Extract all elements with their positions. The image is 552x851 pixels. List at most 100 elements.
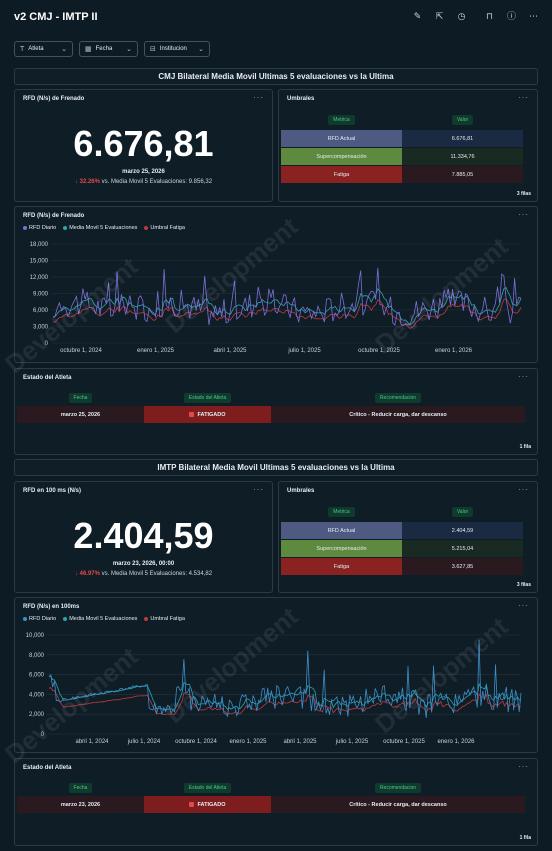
arrow-down-icon: ↓ bbox=[74, 571, 78, 577]
metric-cell: RFD Actual bbox=[281, 130, 402, 147]
big-number-value: 2.404,59 bbox=[73, 515, 214, 556]
info-icon[interactable]: ⓘ bbox=[506, 11, 516, 21]
bookmark-icon[interactable]: ⊓ bbox=[485, 11, 494, 21]
filter-institucion[interactable]: ⊟ Institucion ⌄ bbox=[144, 41, 210, 57]
section-heading-imtp: IMTP Bilateral Media Movil Ultimas 5 eva… bbox=[14, 459, 538, 476]
y-tick-label: 0 bbox=[41, 732, 45, 738]
chart-panel-cmj: RFD (N/s) de Frenado ··· RFD Diario Medi… bbox=[14, 206, 538, 363]
x-tick-label: abril 1, 2025 bbox=[283, 739, 317, 745]
top-actions: ✎ ⇱ ◷ ⊓ ⓘ ⋯ bbox=[411, 10, 540, 23]
column-header[interactable]: Metrica bbox=[328, 506, 355, 517]
big-number-comparison: ↓ 46.97% vs. Media Movil 5 Evaluaciones:… bbox=[15, 571, 272, 577]
edit-pencil-icon[interactable]: ✎ bbox=[413, 11, 422, 21]
filter-fecha[interactable]: ▦ Fecha ⌄ bbox=[79, 41, 138, 57]
line-chart-cmj[interactable]: 18,000 15,000 12,000 9,000 6,000 3,000 0 octubr… bbox=[15, 207, 538, 363]
x-tick-label: octubre 1, 2024 bbox=[60, 348, 102, 354]
column-header[interactable]: Estado del Atleta bbox=[183, 782, 232, 793]
column-header[interactable]: Estado del Atleta bbox=[183, 392, 232, 403]
legend-item[interactable]: RFD Diario bbox=[23, 616, 56, 622]
text-icon: T bbox=[20, 45, 25, 53]
status-cell: FATIGADO bbox=[144, 406, 271, 423]
value-cell: 6.676,81 bbox=[402, 130, 523, 147]
legend-item[interactable]: RFD Diario bbox=[23, 225, 56, 231]
y-tick-label: 6,000 bbox=[33, 308, 49, 314]
panel-menu-icon[interactable]: ··· bbox=[518, 372, 529, 381]
panel-title: RFD (N/s) de Frenado bbox=[23, 96, 85, 102]
value-cell: 5.215,04 bbox=[402, 540, 523, 557]
date-cell: marzo 25, 2026 bbox=[17, 406, 144, 423]
column-header[interactable]: Valor bbox=[451, 506, 474, 517]
column-header[interactable]: Valor bbox=[451, 114, 474, 125]
thresholds-panel-cmj: Umbrales ··· Metrica Valor RFD Actual 6.… bbox=[278, 89, 538, 202]
y-tick-label: 15,000 bbox=[30, 259, 49, 265]
table-header-row: Fecha Estado del Atleta Recomendacion bbox=[17, 390, 525, 405]
history-clock-icon[interactable]: ◷ bbox=[457, 11, 466, 21]
chart-panel-imtp: RFD (N/s) en 100ms ··· RFD Diario Media … bbox=[14, 597, 538, 753]
table-row: Supercompensación 5.215,04 bbox=[281, 540, 523, 557]
panel-menu-icon[interactable]: ··· bbox=[253, 93, 264, 102]
comparison-text: vs. Media Movil 5 Evaluaciones: 4.534,82 bbox=[101, 571, 213, 577]
series-line-rfd-diario bbox=[52, 267, 522, 326]
y-tick-label: 2,000 bbox=[29, 712, 45, 718]
metric-cell: RFD Actual bbox=[281, 522, 402, 539]
metric-cell: Fatiga bbox=[281, 558, 402, 575]
panel-menu-icon[interactable]: ··· bbox=[253, 485, 264, 494]
table-row: marzo 25, 2026 FATIGADO Crítico - Reduci… bbox=[17, 406, 525, 423]
dashboard-title: v2 CMJ - IMTP II bbox=[14, 11, 98, 23]
metric-cell: Supercompensación bbox=[281, 148, 402, 165]
x-tick-label: enero 1, 2025 bbox=[137, 348, 175, 354]
filter-bar: T Atleta ⌄ ▦ Fecha ⌄ ⊟ Institucion ⌄ bbox=[14, 41, 210, 57]
value-cell: 7.885,05 bbox=[402, 166, 523, 183]
x-tick-label: octubre 1, 2025 bbox=[383, 739, 425, 745]
legend-item[interactable]: Umbral Fatiga bbox=[144, 616, 185, 622]
panel-menu-icon[interactable]: ··· bbox=[518, 601, 529, 610]
legend-item[interactable]: Umbral Fatiga bbox=[144, 225, 185, 231]
legend-item[interactable]: Media Movil 5 Evaluaciones bbox=[63, 225, 137, 231]
panel-title: Umbrales bbox=[287, 488, 315, 494]
x-tick-label: enero 1, 2026 bbox=[435, 348, 473, 354]
panel-menu-icon[interactable]: ··· bbox=[518, 93, 529, 102]
x-tick-label: abril 1, 2025 bbox=[213, 348, 247, 354]
filter-label: Atleta bbox=[28, 46, 44, 52]
y-tick-label: 3,000 bbox=[33, 325, 49, 331]
y-tick-label: 9,000 bbox=[33, 292, 49, 298]
bignum-panel-cmj: RFD (N/s) de Frenado ··· 6.676,81 marzo … bbox=[14, 89, 273, 202]
column-header[interactable]: Recomendacion bbox=[374, 392, 422, 403]
table-row: marzo 23, 2026 FATIGADO Crítico - Reduci… bbox=[17, 796, 525, 813]
change-percent: 46.97% bbox=[79, 571, 100, 577]
recommendation-cell: Crítico - Reducir carga, dar descanso bbox=[271, 796, 525, 813]
metric-cell: Fatiga bbox=[281, 166, 402, 183]
row-count: 3 filas bbox=[516, 582, 531, 588]
x-tick-label: octubre 1, 2024 bbox=[175, 739, 217, 745]
calendar-icon: ▦ bbox=[85, 46, 92, 53]
y-tick-label: 10,000 bbox=[26, 633, 45, 639]
value-cell: 11.334,76 bbox=[402, 148, 523, 165]
x-tick-label: octubre 1, 2025 bbox=[358, 348, 400, 354]
line-chart-imtp[interactable]: 10,000 8,000 6,000 4,000 2,000 0 abril 1, 2024… bbox=[15, 598, 538, 753]
status-square-icon bbox=[189, 412, 195, 417]
change-percent: 32.26% bbox=[79, 179, 100, 185]
chevron-down-icon: ⌄ bbox=[126, 46, 132, 53]
panel-menu-icon[interactable]: ··· bbox=[518, 485, 529, 494]
value-cell: 2.404,59 bbox=[402, 522, 523, 539]
legend-item[interactable]: Media Movil 5 Evaluaciones bbox=[63, 616, 137, 622]
panel-menu-icon[interactable]: ··· bbox=[518, 210, 529, 219]
panel-menu-icon[interactable]: ··· bbox=[518, 762, 529, 771]
column-header[interactable]: Recomendacion bbox=[374, 782, 422, 793]
filter-label: Institucion bbox=[159, 46, 187, 52]
share-icon[interactable]: ⇱ bbox=[435, 11, 444, 21]
big-number-date: marzo 23, 2026, 00:00 bbox=[112, 561, 175, 567]
column-header[interactable]: Fecha bbox=[68, 392, 93, 403]
column-header[interactable]: Metrica bbox=[328, 114, 355, 125]
more-icon[interactable]: ⋯ bbox=[529, 11, 538, 21]
series-line-umbral-fatiga bbox=[48, 686, 522, 716]
filter-atleta[interactable]: T Atleta ⌄ bbox=[14, 41, 73, 57]
x-tick-label: julio 1, 2025 bbox=[335, 739, 369, 745]
top-bar: v2 CMJ - IMTP II ✎ ⇱ ◷ ⊓ ⓘ ⋯ bbox=[0, 0, 552, 34]
chart-legend: RFD Diario Media Movil 5 Evaluaciones Um… bbox=[23, 225, 185, 231]
filter-label: Fecha bbox=[95, 46, 113, 52]
y-tick-label: 8,000 bbox=[29, 653, 45, 659]
chart-legend: RFD Diario Media Movil 5 Evaluaciones Um… bbox=[23, 616, 185, 622]
column-header[interactable]: Fecha bbox=[68, 782, 93, 793]
series-line-umbral-fatiga bbox=[52, 298, 522, 329]
